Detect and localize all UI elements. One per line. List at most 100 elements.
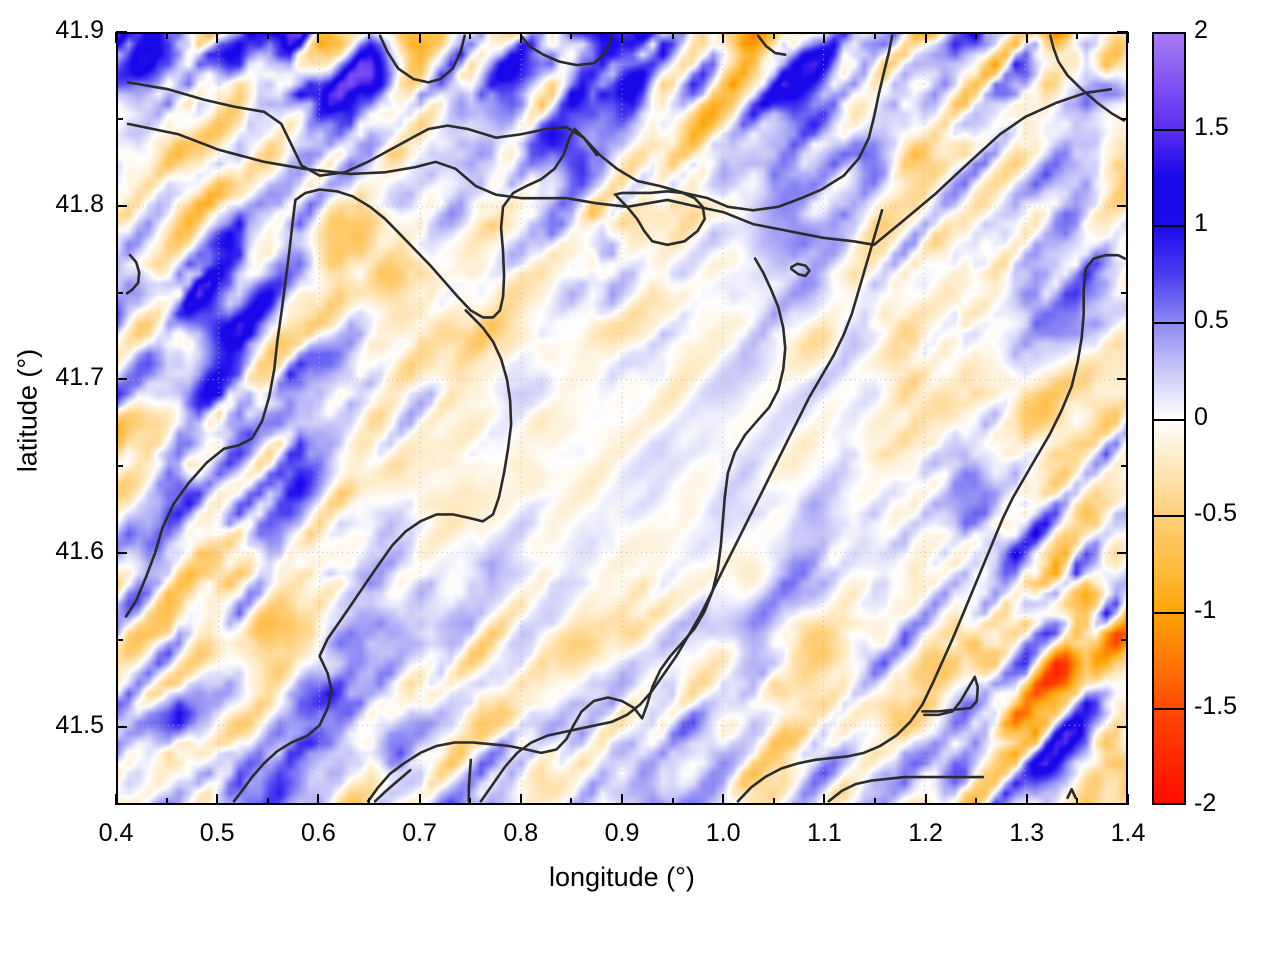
- tick-mark: [115, 32, 117, 43]
- x-tick-label: 0.8: [503, 819, 539, 847]
- tick-mark: [1076, 32, 1079, 39]
- colorbar-tick-label: 1.5: [1194, 112, 1229, 141]
- colorbar-tick: [1152, 321, 1186, 324]
- contour-path: [613, 189, 706, 247]
- heatmap-field: [118, 34, 1126, 803]
- x-axis-title: longitude (°): [549, 862, 695, 892]
- colorbar-tick-label: -2: [1194, 789, 1217, 817]
- tick-mark: [570, 32, 573, 39]
- colorbar-ticks: [1152, 32, 1186, 805]
- tick-mark: [418, 32, 421, 43]
- tick-mark: [823, 32, 826, 43]
- tick-mark: [418, 794, 421, 805]
- colorbar-tick-label: 1: [1194, 209, 1208, 238]
- y-axis-title: latitude (°): [12, 348, 43, 473]
- tick-mark: [266, 32, 269, 39]
- tick-mark: [823, 794, 826, 805]
- y-tick-label: 41.8: [55, 189, 104, 218]
- contour-path: [756, 34, 787, 56]
- contour-path: [1049, 34, 1126, 122]
- tick-mark: [116, 465, 123, 468]
- tick-mark: [975, 32, 978, 39]
- tick-mark: [975, 798, 978, 805]
- tick-mark: [924, 32, 927, 43]
- colorbar-tick: [1152, 611, 1186, 614]
- tick-mark: [116, 378, 127, 381]
- colorbar-tick: [1152, 708, 1186, 711]
- tick-mark: [116, 117, 123, 120]
- tick-mark: [772, 32, 775, 39]
- tick-mark: [165, 32, 168, 39]
- contour-path: [827, 775, 985, 803]
- contour-path: [519, 34, 614, 67]
- tick-mark: [1121, 291, 1128, 294]
- colorbar-tick-label: -1: [1194, 595, 1217, 624]
- tick-mark: [1117, 204, 1128, 207]
- tick-mark: [874, 32, 876, 39]
- tick-mark: [116, 725, 127, 728]
- colorbar-tick-label: -0.5: [1194, 499, 1238, 528]
- tick-mark: [317, 32, 320, 43]
- tick-mark: [874, 798, 876, 805]
- tick-mark: [115, 794, 117, 805]
- tick-mark: [1121, 638, 1128, 641]
- tick-mark: [469, 32, 472, 39]
- x-tick-label: 1.4: [1110, 819, 1146, 847]
- tick-mark: [1076, 798, 1079, 805]
- contour-path: [479, 208, 884, 803]
- tick-mark: [165, 798, 168, 805]
- tick-mark: [1121, 117, 1128, 120]
- tick-mark: [772, 798, 775, 805]
- tick-mark: [266, 798, 269, 805]
- x-tick-label: 0.6: [301, 819, 336, 847]
- colorbar-tick: [1152, 515, 1186, 518]
- contour-path: [126, 88, 1113, 247]
- x-tick-label: 1.1: [807, 819, 842, 847]
- tick-mark: [116, 291, 123, 294]
- colorbar-tick-label: 2: [1194, 16, 1208, 44]
- tick-mark: [368, 798, 370, 805]
- tick-mark: [116, 31, 127, 33]
- tick-mark: [1117, 552, 1128, 555]
- y-tick-label: 41.5: [55, 710, 104, 739]
- plot-area: [116, 32, 1128, 805]
- x-tick-label: 1.0: [705, 819, 741, 847]
- colorbar-tick: [1152, 128, 1186, 131]
- tick-mark: [317, 794, 320, 805]
- x-tick-label: 0.5: [199, 819, 235, 847]
- tick-mark: [570, 798, 573, 805]
- y-tick-label: 41.7: [55, 363, 104, 392]
- contour-lines: [124, 34, 1126, 803]
- tick-mark: [216, 32, 219, 43]
- contour-path: [736, 253, 1126, 803]
- tick-mark: [1127, 794, 1129, 805]
- tick-mark: [722, 32, 725, 43]
- colorbar-tick: [1152, 418, 1186, 421]
- x-tick-label: 1.3: [1009, 819, 1045, 847]
- tick-mark: [671, 798, 674, 805]
- tick-mark: [1127, 32, 1129, 43]
- tick-mark: [519, 794, 522, 805]
- contour-path: [790, 262, 811, 278]
- tick-mark: [216, 794, 219, 805]
- tick-mark: [1117, 31, 1128, 33]
- tick-mark: [519, 32, 522, 43]
- contour-path: [1066, 787, 1077, 800]
- tick-mark: [1117, 725, 1128, 728]
- x-tick-label: 0.4: [98, 819, 134, 847]
- tick-mark: [368, 32, 370, 39]
- tick-mark: [671, 32, 674, 39]
- tick-mark: [116, 204, 127, 207]
- contour-path: [232, 309, 513, 803]
- contour-path: [366, 257, 787, 803]
- x-tick-label: 0.7: [402, 819, 437, 847]
- tick-mark: [116, 638, 123, 641]
- contour-path: [373, 768, 412, 803]
- y-tick-label: 41.9: [55, 16, 104, 44]
- contour-path: [921, 675, 980, 717]
- contour-path: [125, 253, 141, 295]
- tick-mark: [469, 798, 472, 805]
- contour-path: [378, 34, 467, 84]
- tick-mark: [1025, 794, 1028, 805]
- y-tick-label: 41.6: [55, 537, 104, 566]
